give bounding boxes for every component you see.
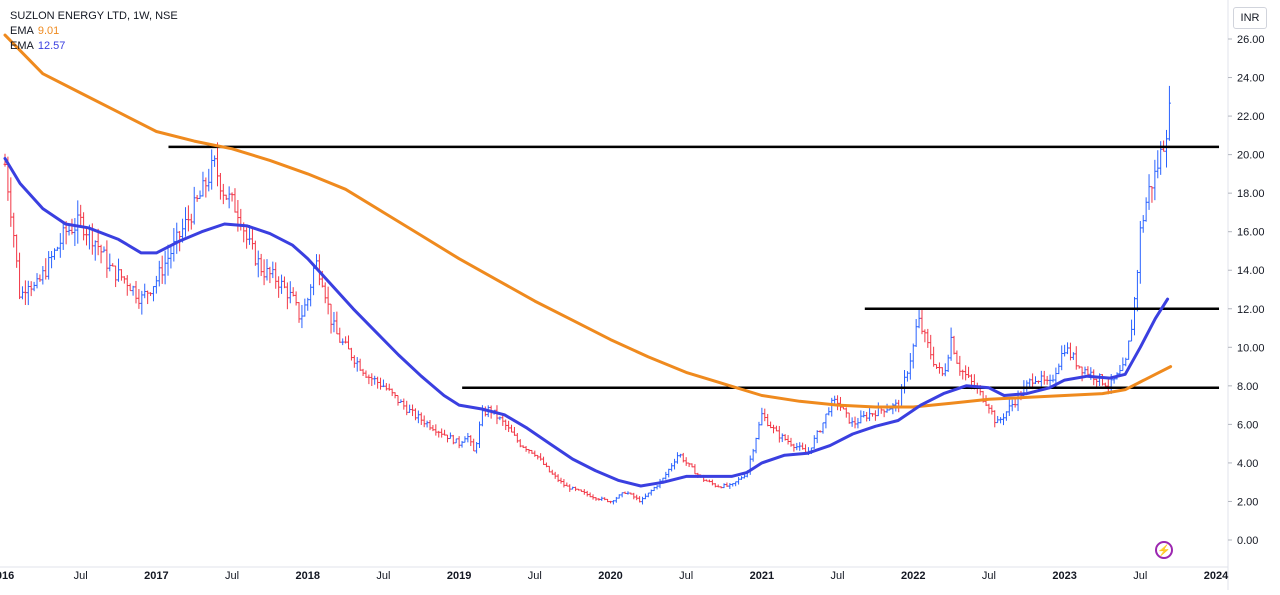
x-tick-label: 2024 [1204,570,1229,582]
x-tick-label: Jul [1133,570,1147,582]
y-tick-label: 26.00 [1237,34,1265,46]
y-tick-label: 0.00 [1237,535,1258,547]
y-tick-label: 4.00 [1237,458,1258,470]
x-tick-label: 2020 [598,570,622,582]
ema-long-legend[interactable]: EMA 9.01 [10,24,178,39]
y-tick-label: 24.00 [1237,73,1265,85]
ema-long-value: 9.01 [37,25,60,37]
ema-long-label: EMA [10,25,34,37]
ema-short-value: 12.57 [37,40,66,52]
y-tick-label: 16.00 [1237,227,1265,239]
y-tick-label: 12.00 [1237,304,1265,316]
ema-short-label: EMA [10,40,34,52]
y-tick-label: 2.00 [1237,496,1258,508]
x-tick-label: 2019 [447,570,471,582]
x-tick-label: Jul [831,570,845,582]
x-tick-label: Jul [225,570,239,582]
x-tick-label: 2018 [296,570,320,582]
x-tick-label: Jul [679,570,693,582]
x-tick-label: 2022 [901,570,925,582]
x-tick-label: Jul [376,570,390,582]
ema-long-line [3,33,1173,409]
symbol-title[interactable]: SUZLON ENERGY LTD, 1W, NSE [10,10,178,22]
flash-icon[interactable]: ⚡ [1155,541,1173,559]
x-tick-label: 2023 [1052,570,1076,582]
currency-badge[interactable]: INR [1233,7,1267,29]
y-tick-label: 14.00 [1237,265,1265,277]
y-tick-label: 20.00 [1237,150,1265,162]
y-tick-label: 22.00 [1237,111,1265,123]
y-tick-label: 10.00 [1237,342,1265,354]
y-tick-label: 6.00 [1237,419,1258,431]
x-tick-label: 2017 [144,570,168,582]
ema-short-line [3,157,1170,488]
chart-legend: SUZLON ENERGY LTD, 1W, NSE EMA 9.01 EMA 12… [10,9,178,54]
x-tick-label: Jul [982,570,996,582]
ema-short-legend[interactable]: EMA 12.57 [10,39,178,54]
x-tick-label: 016 [0,570,14,582]
y-tick-label: 18.00 [1237,188,1265,200]
y-tick-label: 8.00 [1237,381,1258,393]
x-tick-label: Jul [74,570,88,582]
x-tick-label: 2021 [750,570,774,582]
x-tick-label: Jul [528,570,542,582]
